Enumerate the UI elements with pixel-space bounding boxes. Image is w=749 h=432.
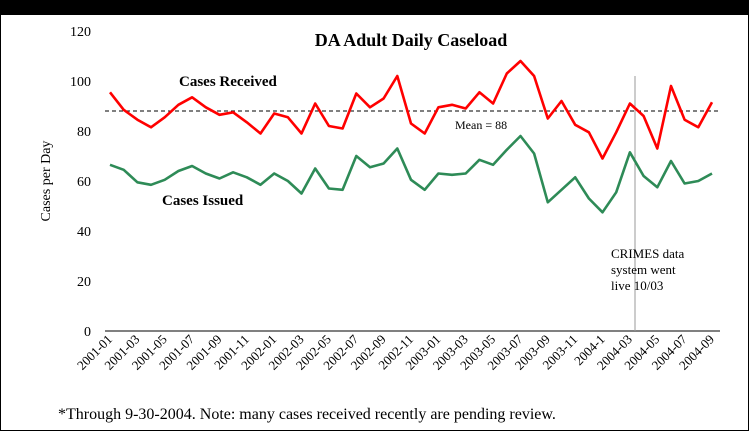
y-tick-label: 100 (70, 75, 91, 90)
cases-issued-label: Cases Issued (162, 193, 244, 209)
chart-title: DA Adult Daily Caseload (315, 30, 508, 50)
y-tick-label: 20 (77, 275, 91, 290)
crimes-annotation-line-1: CRIMES data (611, 246, 685, 261)
y-tick-label: 0 (84, 325, 91, 340)
crimes-annotation-line-2: system went (611, 262, 676, 277)
x-axis-ticks: 2001-012001-032001-052001-072001-092001-… (74, 331, 717, 373)
y-tick-label: 120 (70, 25, 91, 40)
crimes-annotation-line-3: live 10/03 (611, 278, 663, 293)
y-tick-label: 80 (77, 125, 91, 140)
y-tick-label: 40 (77, 225, 91, 240)
y-tick-label: 60 (77, 175, 91, 190)
y-axis-ticks: 0 20 40 60 80 100 120 (70, 25, 91, 340)
cases-received-label: Cases Received (179, 74, 278, 90)
footnote: *Through 9-30-2004. Note: many cases rec… (58, 406, 556, 424)
mean-label: Mean = 88 (455, 118, 507, 132)
y-axis-label: Cases per Day (39, 141, 54, 222)
